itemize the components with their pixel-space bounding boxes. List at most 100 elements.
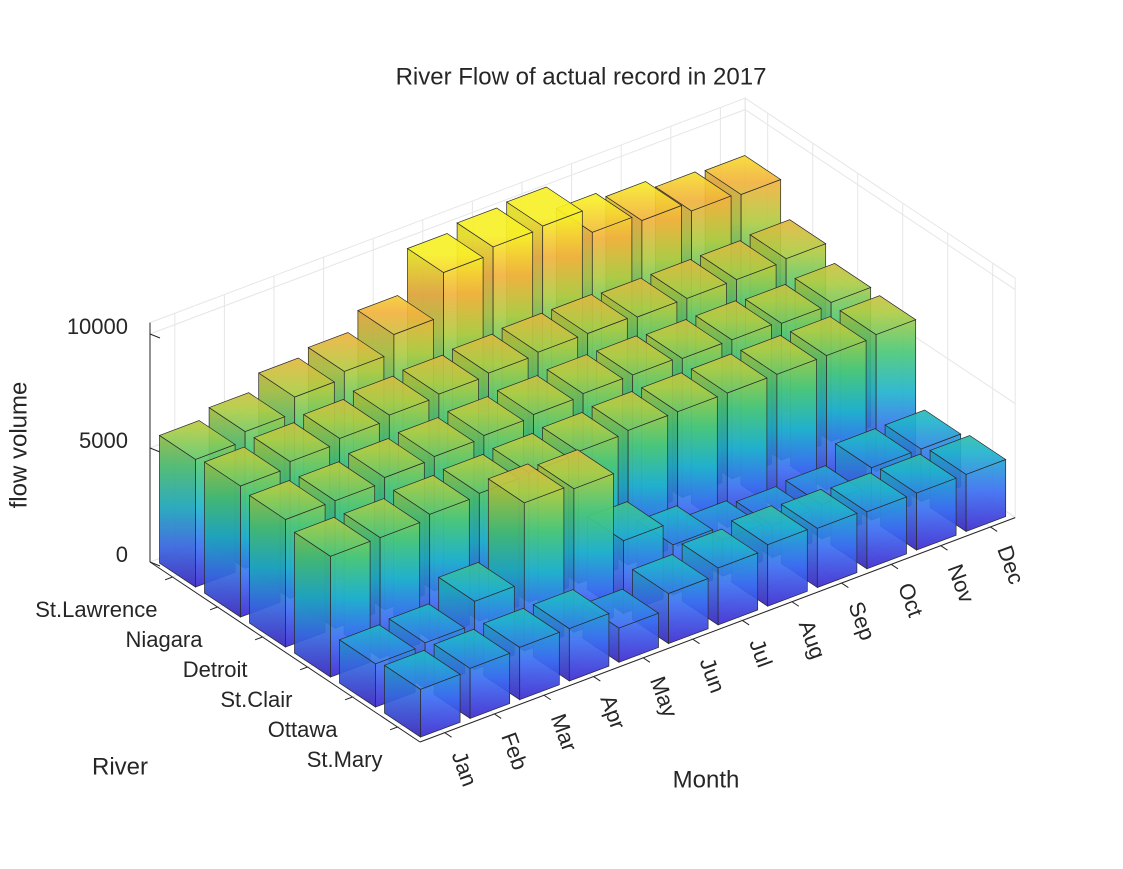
bar-face-top — [406, 233, 484, 273]
y-tick-label: St.Lawrence — [35, 597, 157, 622]
x-tick-mark — [692, 638, 700, 645]
bar-face-top — [433, 628, 511, 669]
bar-face-top — [537, 449, 615, 490]
y-tick-mark — [254, 636, 263, 641]
bar-face-top — [929, 435, 1007, 475]
bar-face-side-shade — [294, 532, 331, 678]
bar-face-top — [839, 295, 917, 335]
y-axis-label: River — [92, 753, 148, 780]
x-tick-mark — [841, 582, 849, 588]
x-tick-mark — [990, 526, 998, 532]
x-tick-mark — [742, 620, 750, 626]
bar-face-top — [740, 335, 818, 375]
bar-face-top — [654, 171, 732, 212]
bar-face-top — [541, 412, 619, 452]
bar-face-top — [357, 295, 435, 335]
bar-face-top — [253, 422, 331, 462]
bar — [158, 420, 236, 588]
bar-face-top — [749, 219, 827, 260]
y-tick-label: St.Clair — [220, 687, 292, 712]
bar-face-top — [248, 480, 326, 520]
y-tick-mark — [299, 666, 308, 671]
bar-face-top — [605, 181, 683, 221]
bar-face-top — [591, 391, 669, 431]
y-tick-mark — [389, 726, 398, 731]
bar-face-side-shade — [159, 435, 196, 588]
bar-face-top — [695, 300, 773, 341]
bar-face-top — [730, 505, 809, 546]
bar — [383, 649, 461, 738]
bar-face-top — [501, 312, 579, 353]
bar-face-top — [388, 603, 466, 644]
bar-face-top — [447, 396, 525, 436]
bar-face-top — [546, 354, 624, 394]
bar-face-top — [456, 207, 534, 248]
x-tick-mark — [444, 732, 452, 738]
bars — [158, 155, 1007, 738]
bar-face-top — [631, 554, 709, 594]
x-tick-mark — [890, 563, 899, 570]
bar-face-top — [347, 438, 426, 478]
bar-face-top — [302, 399, 381, 439]
bar-face-top — [645, 319, 723, 359]
z-tick-label: 10000 — [67, 314, 128, 339]
chart-title: River Flow of actual record in 2017 — [396, 63, 767, 90]
bar-face-top — [789, 316, 867, 356]
bar-face-top — [550, 294, 629, 334]
bar-face-top — [451, 333, 529, 374]
bar-face-top — [681, 528, 759, 569]
grid-line — [149, 109, 1016, 335]
bar-face-top — [298, 461, 376, 502]
bar-face-top — [392, 475, 471, 515]
x-axis-line — [419, 517, 1016, 743]
bar-face-top — [595, 335, 674, 376]
bar-face-top — [640, 372, 719, 413]
bar-face-top — [437, 562, 516, 602]
x-axis-label: Month — [673, 766, 740, 793]
bar-face-top — [402, 354, 480, 395]
bar-face-top — [482, 607, 561, 648]
bar-face-top — [496, 375, 574, 415]
bar-face-side-shade — [384, 665, 421, 738]
bar-face-top — [794, 263, 872, 303]
bar-face-top — [203, 446, 281, 487]
bar-face-top — [505, 186, 584, 227]
bar-face-top — [257, 357, 336, 398]
bar-face-top — [293, 516, 371, 557]
x-tick-mark — [494, 713, 502, 719]
bar-face-top — [830, 472, 908, 513]
y-tick-mark — [209, 606, 218, 611]
bar-face-top — [699, 240, 777, 280]
z-tick-label: 0 — [116, 542, 128, 567]
bar-face-top — [208, 392, 286, 432]
bar-face-top — [158, 420, 236, 460]
bar-face-side-shade — [204, 462, 241, 618]
bar-face-top — [690, 353, 768, 394]
bar-face-side-shade — [339, 639, 376, 708]
bar-face-top — [487, 463, 565, 504]
y-tick-label: Niagara — [125, 627, 203, 652]
x-tick-mark — [940, 545, 948, 551]
bar-face-top — [532, 589, 610, 629]
bar-face-top — [704, 155, 782, 195]
bar-face-top — [343, 498, 421, 538]
y-tick-mark — [164, 576, 173, 581]
bar-face-top — [834, 428, 912, 469]
y-tick-label: Ottawa — [268, 717, 338, 742]
x-tick-mark — [543, 694, 552, 701]
z-tick-mark — [149, 447, 161, 453]
z-tick-label: 5000 — [79, 428, 128, 453]
z-axis-label: flow volume — [5, 382, 32, 509]
x-tick-mark — [593, 676, 601, 682]
z-tick-mark — [149, 333, 161, 339]
bar-face-top — [397, 417, 475, 457]
bar-face-side-shade — [249, 495, 286, 648]
bar-face-top — [600, 277, 678, 318]
y-tick-label: Detroit — [183, 657, 248, 682]
y-axis-line — [149, 561, 421, 743]
bar-face-top — [352, 375, 430, 416]
y-tick-mark — [344, 696, 353, 701]
bar-face-top — [307, 332, 385, 372]
